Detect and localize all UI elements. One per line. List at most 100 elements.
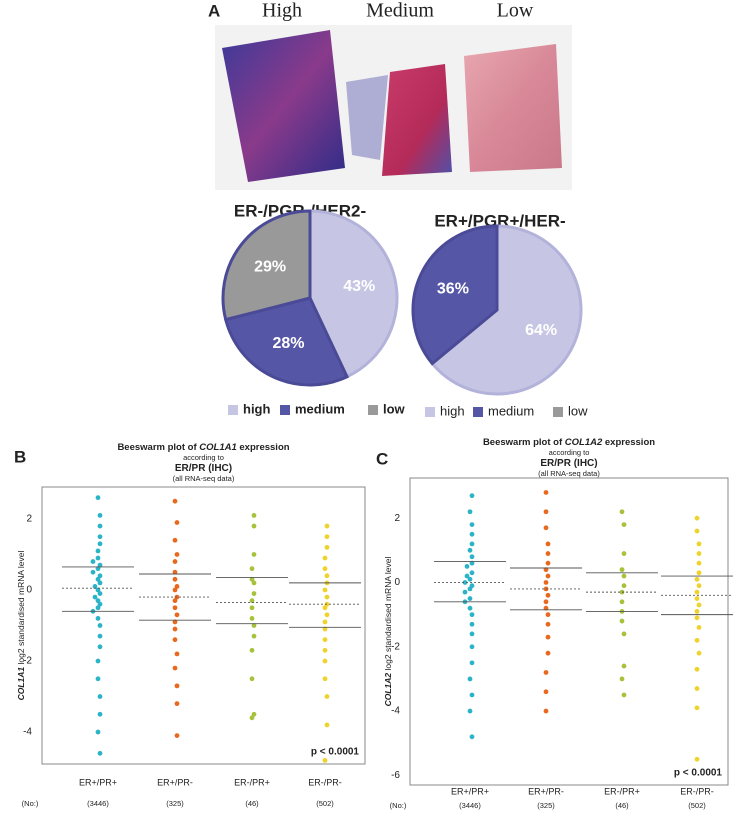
pie-slice: [430, 224, 583, 396]
data-point: [619, 509, 625, 515]
y-tick-label: -4: [23, 727, 32, 738]
data-point: [543, 599, 549, 605]
data-point: [90, 559, 96, 564]
p-value: p < 0.0001: [311, 747, 360, 758]
data-point: [324, 594, 330, 600]
data-point: [174, 701, 180, 707]
data-point: [251, 633, 257, 639]
legend-swatch: [368, 405, 378, 415]
count-label: (325): [166, 799, 184, 808]
x-tick-label: ER+/PR-: [157, 777, 193, 787]
legend-swatch: [553, 407, 563, 417]
data-point: [322, 758, 328, 763]
slice-label: 28%: [272, 335, 304, 352]
data-point: [97, 513, 103, 518]
y-tick-label: -4: [391, 706, 400, 717]
title-gene: COL1A2: [565, 437, 603, 448]
title-gene: COL1A1: [199, 442, 236, 453]
data-point: [324, 523, 330, 529]
data-point: [172, 626, 178, 632]
data-point: [322, 637, 328, 643]
p-value: p < 0.0001: [674, 768, 723, 779]
data-point: [469, 644, 475, 650]
tissue-low: [464, 44, 562, 172]
tissue-medium: [382, 64, 452, 176]
data-point: [172, 619, 178, 625]
legend-swatch: [473, 407, 483, 417]
data-point: [172, 605, 178, 611]
data-point: [95, 576, 101, 582]
data-point: [462, 580, 468, 585]
data-point: [462, 589, 468, 595]
data-point: [696, 541, 702, 547]
data-point: [464, 573, 470, 579]
data-point: [95, 495, 101, 501]
data-point: [92, 594, 98, 600]
y-tick-label: -2: [391, 641, 400, 652]
chart-subtitle: according to: [549, 448, 590, 457]
data-point: [95, 566, 101, 572]
data-point: [545, 621, 551, 627]
x-tick-label: ER-/PR-: [308, 777, 342, 787]
title-text: Beeswarm plot of: [483, 437, 563, 448]
data-point: [251, 580, 257, 586]
count-header: (No:): [22, 799, 39, 808]
data-point: [543, 490, 549, 495]
data-point: [469, 493, 475, 499]
legend-label: high: [243, 401, 270, 416]
data-point: [92, 584, 98, 589]
data-point: [249, 647, 255, 653]
count-label: (325): [537, 801, 555, 810]
data-point: [543, 689, 549, 695]
data-point: [97, 750, 103, 756]
data-point: [696, 583, 702, 589]
data-point: [249, 615, 255, 621]
data-point: [469, 541, 475, 547]
legend-label: low: [383, 401, 406, 416]
count-label: (502): [316, 799, 334, 808]
y-axis-text: log2 standardised mRNA level: [383, 556, 393, 670]
data-point: [249, 598, 255, 604]
data-point: [694, 609, 700, 614]
pie-slice: [411, 224, 499, 366]
data-point: [172, 637, 178, 643]
data-point: [249, 566, 255, 572]
data-point: [694, 589, 700, 595]
data-point: [545, 560, 551, 566]
data-point: [97, 601, 103, 607]
tissue-image: [215, 25, 572, 190]
data-point: [467, 708, 473, 714]
data-point: [97, 633, 103, 639]
y-tick-label: 2: [394, 513, 400, 524]
data-point: [95, 658, 101, 664]
pie-slice: [308, 209, 399, 379]
data-point: [694, 528, 700, 534]
data-point: [696, 560, 702, 566]
data-point: [621, 692, 627, 698]
pie-slice: [221, 209, 312, 322]
data-point: [174, 651, 180, 657]
data-point: [174, 584, 180, 589]
data-point: [545, 650, 551, 656]
count-label: (3446): [87, 799, 109, 808]
data-point: [174, 552, 180, 557]
data-point: [621, 631, 627, 637]
y-axis-label: COL1A1 log2 standardised mRNA level: [16, 550, 26, 700]
y-axis-text: log2 standardised mRNA level: [16, 550, 26, 664]
count-label: (502): [688, 801, 706, 810]
data-point: [543, 580, 549, 585]
data-point: [467, 576, 473, 582]
data-point: [324, 544, 330, 550]
count-header: (No:): [390, 801, 407, 810]
data-point: [172, 587, 178, 593]
data-point: [174, 520, 180, 525]
data-point: [469, 734, 475, 740]
data-point: [619, 618, 625, 624]
chart-title: Beeswarm plot of COL1A2 expression: [483, 437, 655, 448]
chart-subtitle: (all RNA-seq data): [173, 474, 235, 483]
data-point: [324, 612, 330, 618]
plot-frame: [409, 477, 729, 786]
data-point: [322, 676, 328, 682]
data-point: [694, 615, 700, 621]
